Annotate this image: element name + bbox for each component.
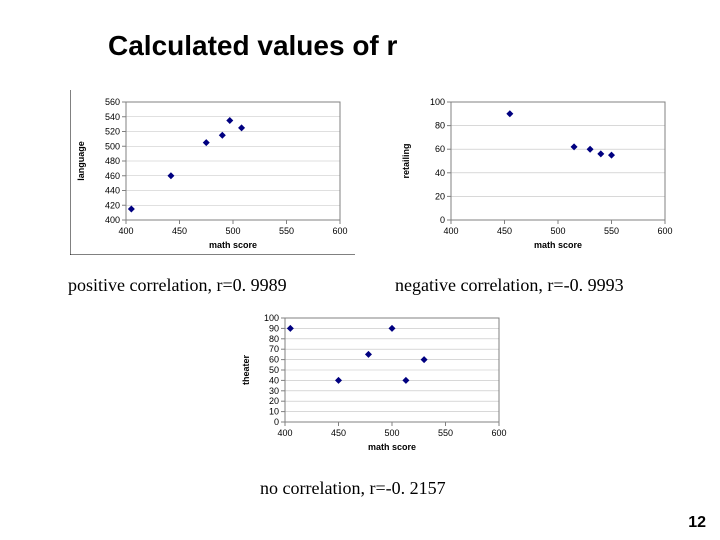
svg-text:500: 500: [105, 141, 120, 151]
svg-text:math score: math score: [368, 442, 416, 452]
svg-text:540: 540: [105, 112, 120, 122]
svg-text:400: 400: [443, 226, 458, 236]
svg-text:600: 600: [657, 226, 672, 236]
svg-text:language: language: [76, 141, 86, 181]
svg-text:560: 560: [105, 97, 120, 107]
svg-text:450: 450: [172, 226, 187, 236]
svg-text:600: 600: [491, 428, 506, 438]
svg-text:100: 100: [264, 313, 279, 323]
svg-text:550: 550: [438, 428, 453, 438]
svg-text:100: 100: [430, 97, 445, 107]
svg-text:20: 20: [269, 396, 279, 406]
svg-text:math score: math score: [534, 240, 582, 250]
svg-text:theater: theater: [241, 355, 251, 386]
svg-text:0: 0: [440, 215, 445, 225]
chart-left: 400 450 500 550 600 400 420 440 460 480 500 520 540 5…: [70, 90, 360, 255]
caption-right: negative correlation, r=-0. 9993: [395, 275, 624, 296]
svg-text:440: 440: [105, 186, 120, 196]
page-number: 12: [688, 514, 706, 532]
svg-text:10: 10: [269, 407, 279, 417]
svg-text:600: 600: [332, 226, 347, 236]
caption-left: positive correlation, r=0. 9989: [68, 275, 287, 296]
svg-text:460: 460: [105, 171, 120, 181]
svg-text:40: 40: [269, 375, 279, 385]
svg-text:40: 40: [435, 168, 445, 178]
svg-text:450: 450: [331, 428, 346, 438]
svg-text:400: 400: [118, 226, 133, 236]
svg-text:60: 60: [435, 144, 445, 154]
chart-bottom: 400 450 500 550 600 0102030405060708090100 mat…: [235, 310, 525, 460]
svg-text:retailing: retailing: [401, 143, 411, 178]
page-title: Calculated values of r: [108, 30, 397, 62]
svg-text:480: 480: [105, 156, 120, 166]
svg-text:80: 80: [269, 334, 279, 344]
svg-text:30: 30: [269, 386, 279, 396]
svg-text:450: 450: [497, 226, 512, 236]
svg-text:0: 0: [274, 417, 279, 427]
svg-text:400: 400: [105, 215, 120, 225]
svg-text:60: 60: [269, 355, 279, 365]
svg-text:500: 500: [550, 226, 565, 236]
svg-text:500: 500: [384, 428, 399, 438]
svg-text:80: 80: [435, 121, 445, 131]
svg-text:70: 70: [269, 344, 279, 354]
svg-text:90: 90: [269, 323, 279, 333]
chart-right: 400 450 500 550 600 0 20 40 60 80 100 math score ret…: [395, 90, 685, 255]
svg-text:500: 500: [225, 226, 240, 236]
svg-text:550: 550: [279, 226, 294, 236]
svg-text:550: 550: [604, 226, 619, 236]
caption-bottom: no correlation, r=-0. 2157: [260, 478, 446, 499]
svg-text:400: 400: [277, 428, 292, 438]
svg-text:420: 420: [105, 200, 120, 210]
svg-text:520: 520: [105, 127, 120, 137]
svg-text:math score: math score: [209, 240, 257, 250]
svg-text:50: 50: [269, 365, 279, 375]
svg-text:20: 20: [435, 191, 445, 201]
